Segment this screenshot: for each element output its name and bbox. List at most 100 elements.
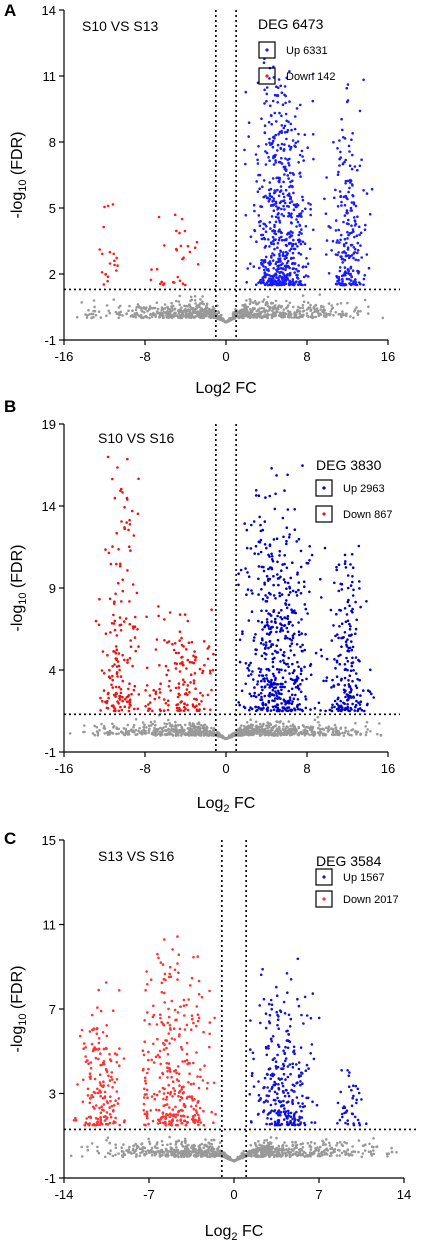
up-point [286, 276, 289, 280]
down-point [123, 705, 127, 708]
ns-point [262, 298, 266, 301]
up-point [351, 656, 354, 660]
ns-point [256, 302, 259, 306]
up-point [277, 279, 280, 282]
down-point [97, 623, 101, 627]
down-point [203, 663, 206, 667]
ns-point [164, 725, 168, 728]
ns-point [210, 310, 213, 314]
up-point [297, 132, 300, 136]
ns-point [318, 733, 322, 737]
down-point [109, 562, 113, 566]
ns-point [372, 1145, 375, 1149]
up-point [342, 195, 346, 199]
ns-point [257, 1140, 260, 1143]
ns-point [341, 310, 344, 313]
up-point [336, 279, 339, 283]
down-point [167, 704, 170, 707]
up-point [291, 185, 294, 188]
up-point [268, 274, 271, 277]
down-point [121, 695, 124, 699]
ns-point [166, 1143, 169, 1147]
ns-point [293, 315, 297, 318]
up-point [290, 608, 293, 611]
up-point [251, 670, 254, 673]
ns-point [111, 722, 114, 726]
up-point [343, 708, 347, 712]
up-point [347, 696, 351, 700]
up-point [299, 279, 302, 283]
up-point [350, 275, 353, 279]
ns-point [195, 305, 198, 309]
up-point [285, 587, 288, 590]
ns-point [96, 1145, 99, 1149]
ns-point [97, 1151, 101, 1155]
down-point [174, 686, 178, 690]
ns-point [254, 1143, 257, 1146]
ns-point [93, 305, 96, 309]
up-point [280, 688, 283, 692]
up-point [279, 682, 282, 686]
ns-point [162, 1151, 166, 1154]
down-point [137, 477, 140, 481]
up-point [339, 233, 343, 237]
up-point [277, 264, 281, 267]
up-point [264, 1026, 268, 1030]
up-point [271, 204, 275, 207]
up-point [286, 508, 290, 511]
up-point [257, 705, 260, 709]
down-point [195, 698, 198, 701]
ns-point [107, 309, 111, 313]
up-point [298, 282, 302, 286]
ns-point [254, 1155, 258, 1158]
down-point [194, 658, 197, 662]
up-point [271, 1058, 275, 1061]
ns-point [160, 306, 164, 309]
ns-point [233, 312, 236, 316]
up-point [268, 141, 271, 145]
down-point [128, 698, 132, 701]
up-point [294, 281, 298, 284]
ns-point [295, 1143, 299, 1147]
down-point [113, 496, 117, 500]
up-point [300, 618, 303, 621]
ns-point [109, 1149, 112, 1152]
ns-point [117, 306, 121, 309]
ns-point [218, 1141, 222, 1144]
y-tick-label: 5 [49, 201, 56, 216]
ns-point [137, 304, 141, 308]
ns-point [205, 728, 208, 732]
up-point [305, 257, 308, 260]
ns-point [281, 315, 285, 319]
ns-point [69, 1154, 73, 1158]
up-point [274, 215, 278, 219]
ns-point [323, 309, 326, 312]
up-point [272, 267, 276, 270]
up-point [273, 238, 277, 242]
ns-point [108, 311, 111, 315]
down-point [115, 648, 119, 651]
down-point [113, 259, 116, 263]
up-point [336, 633, 339, 636]
ns-point [357, 1150, 360, 1154]
down-point [111, 665, 114, 668]
ns-point [96, 1149, 99, 1153]
up-point [346, 708, 349, 711]
ns-point [193, 315, 197, 319]
up-point [277, 1113, 280, 1117]
down-point [117, 652, 121, 655]
down-point [195, 708, 199, 711]
up-point [327, 272, 331, 275]
up-point [261, 967, 264, 971]
up-point [295, 675, 299, 678]
ns-point [302, 300, 306, 304]
ns-point [306, 301, 310, 305]
up-point [280, 702, 283, 705]
up-point [347, 679, 350, 682]
ns-point [254, 720, 258, 724]
ns-point [121, 731, 124, 734]
up-point [289, 148, 292, 151]
ns-point [224, 1156, 228, 1159]
ns-point [390, 1150, 394, 1154]
ns-point [149, 312, 152, 316]
